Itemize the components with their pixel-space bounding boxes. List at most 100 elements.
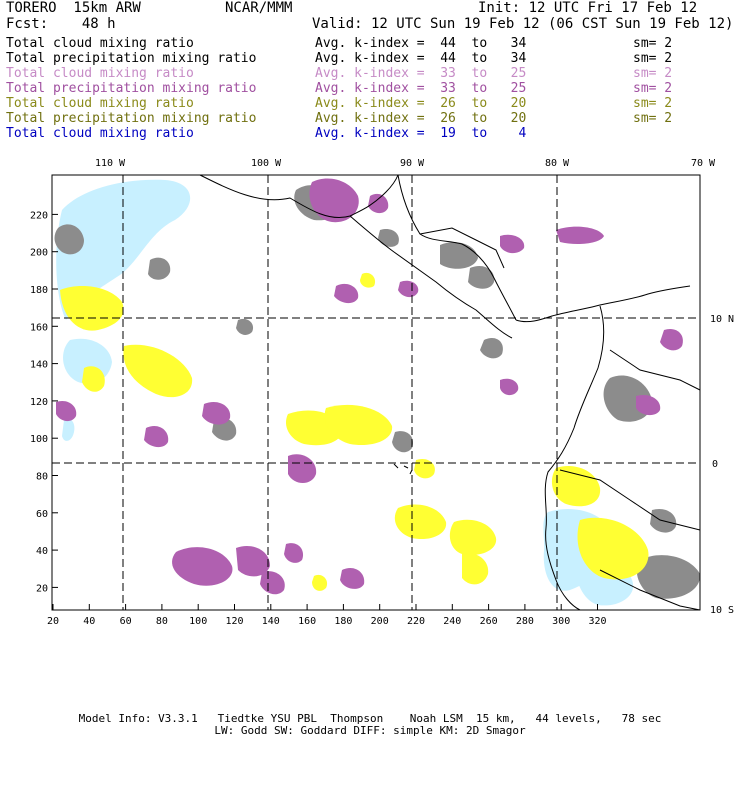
y-tick-label: 200 (30, 248, 48, 259)
cloud-patch (449, 519, 497, 556)
legend-index: Avg. k-index = 26 to 20 (315, 111, 527, 126)
cloud-patch (324, 404, 393, 446)
south-america-west-coast (544, 305, 605, 611)
x-tick-label: 80 (156, 616, 168, 627)
cloud-patch (414, 458, 435, 479)
cloud-patch (394, 504, 447, 540)
cloud-patch (123, 344, 193, 398)
x-tick-label: 280 (516, 616, 534, 627)
cloud-patch (148, 257, 171, 280)
right-latitude-labels: 10 N 0 10 S (710, 314, 734, 616)
cloud-patch (62, 418, 75, 441)
cloud-patch (202, 401, 231, 425)
x-tick-label: 40 (83, 616, 95, 627)
legend-index: Avg. k-index = 33 to 25 (315, 81, 527, 96)
cloud-patch (660, 328, 683, 351)
cloud-patch (500, 234, 525, 254)
legend-sm: sm= 2 (633, 81, 673, 96)
caribbean-coast (515, 285, 691, 323)
mexico-coastline (199, 174, 399, 219)
x-tick-label: 180 (334, 616, 352, 627)
border-line (419, 227, 505, 269)
legend-sm: sm= 2 (633, 96, 673, 111)
cloud-patch (334, 283, 359, 304)
yellow-cloud-patches (60, 272, 649, 591)
legend-index: Avg. k-index = 26 to 20 (315, 96, 527, 111)
border-line (609, 349, 701, 391)
legend-field: Total precipitation mixing ratio (6, 51, 257, 66)
x-tick-label: 320 (588, 616, 606, 627)
top-longitude-labels: 110 W 100 W 90 W 80 W 70 W (95, 158, 716, 169)
x-tick-label: 240 (443, 616, 461, 627)
y-tick-label: 100 (30, 434, 48, 445)
legend-row: Total cloud mixing ratio Avg. k-index = … (6, 36, 672, 51)
x-tick-label: 100 (189, 616, 207, 627)
lon-label: 90 W (400, 158, 425, 169)
cloud-patch (54, 224, 84, 255)
cloud-patch (360, 272, 376, 288)
legend-row: Total precipitation mixing ratio Avg. k-… (6, 111, 672, 126)
model-info-line2: LW: Godd SW: Goddard DIFF: simple KM: 2D… (214, 724, 526, 737)
y-tick-label: 20 (36, 583, 48, 594)
lon-label: 110 W (95, 158, 126, 169)
forecast-map: 110 W 100 W 90 W 80 W 70 W (30, 158, 734, 627)
light-blue-cloud-patches (56, 179, 634, 606)
x-tick-label: 220 (407, 616, 425, 627)
cloud-field-patches (54, 178, 701, 606)
legend-index: Avg. k-index = 44 to 34 (315, 36, 527, 51)
forecast-hour: Fcst: 48 h (6, 16, 116, 32)
x-tick-label: 140 (262, 616, 280, 627)
init-time: Init: 12 UTC Fri 17 Feb 12 (478, 0, 698, 16)
x-tick-label: 20 (47, 616, 59, 627)
lon-label: 100 W (251, 158, 282, 169)
cloud-patch (500, 378, 519, 396)
cloud-patch (577, 517, 649, 580)
valid-time: Valid: 12 UTC Sun 19 Feb 12 (06 CST Sun … (312, 16, 734, 32)
legend-index: Avg. k-index = 19 to 4 (315, 126, 527, 141)
x-tick-label: 260 (480, 616, 498, 627)
cloud-patch (440, 242, 478, 269)
y-tick-label: 220 (30, 210, 48, 221)
legend-field: Total precipitation mixing ratio (6, 111, 257, 126)
lat-label: 10 N (710, 314, 734, 325)
legend-field: Total precipitation mixing ratio (6, 81, 257, 96)
map-frame (51, 174, 701, 611)
galapagos-islands (393, 463, 413, 475)
cloud-patch (340, 567, 365, 589)
cloud-patch (288, 454, 317, 483)
cloud-patch (368, 193, 389, 214)
legend-sm: sm= 2 (633, 66, 673, 81)
x-axis: 20 40 60 80 100 120 140 160 180 200 220 240 260 280 30… (47, 604, 607, 627)
center-label: NCAR/MMM (225, 0, 293, 16)
lon-label: 70 W (691, 158, 716, 169)
legend-field: Total cloud mixing ratio (6, 126, 194, 141)
legend-row: Total precipitation mixing ratio Avg. k-… (6, 81, 672, 96)
y-tick-label: 180 (30, 285, 48, 296)
cloud-patch (556, 226, 604, 244)
cloud-patch (551, 466, 601, 507)
cloud-patch (236, 318, 254, 335)
cloud-patch (60, 286, 124, 331)
cloud-patch (378, 228, 399, 247)
legend-field: Total cloud mixing ratio (6, 96, 194, 111)
cloud-patch (398, 280, 419, 298)
y-tick-label: 60 (36, 509, 48, 520)
legend-sm: sm= 2 (633, 51, 673, 66)
lon-label: 80 W (545, 158, 570, 169)
cloud-patch (312, 574, 328, 591)
cloud-patch (172, 547, 233, 586)
purple-cloud-patches (56, 178, 683, 595)
cloud-patch (309, 178, 359, 223)
cloud-patch (260, 571, 285, 595)
cloud-patch (636, 394, 661, 416)
lat-lon-gridlines (52, 175, 700, 610)
legend-row: Total cloud mixing ratio Avg. k-index = … (6, 66, 672, 81)
y-tick-label: 120 (30, 397, 48, 408)
cloud-patch (82, 366, 105, 392)
model-title: TORERO 15km ARW (6, 0, 141, 16)
y-tick-label: 80 (36, 472, 48, 483)
legend-field: Total cloud mixing ratio (6, 66, 194, 81)
cloud-patch (236, 546, 270, 577)
cloud-patch (468, 265, 495, 289)
lat-label: 0 (712, 459, 718, 470)
